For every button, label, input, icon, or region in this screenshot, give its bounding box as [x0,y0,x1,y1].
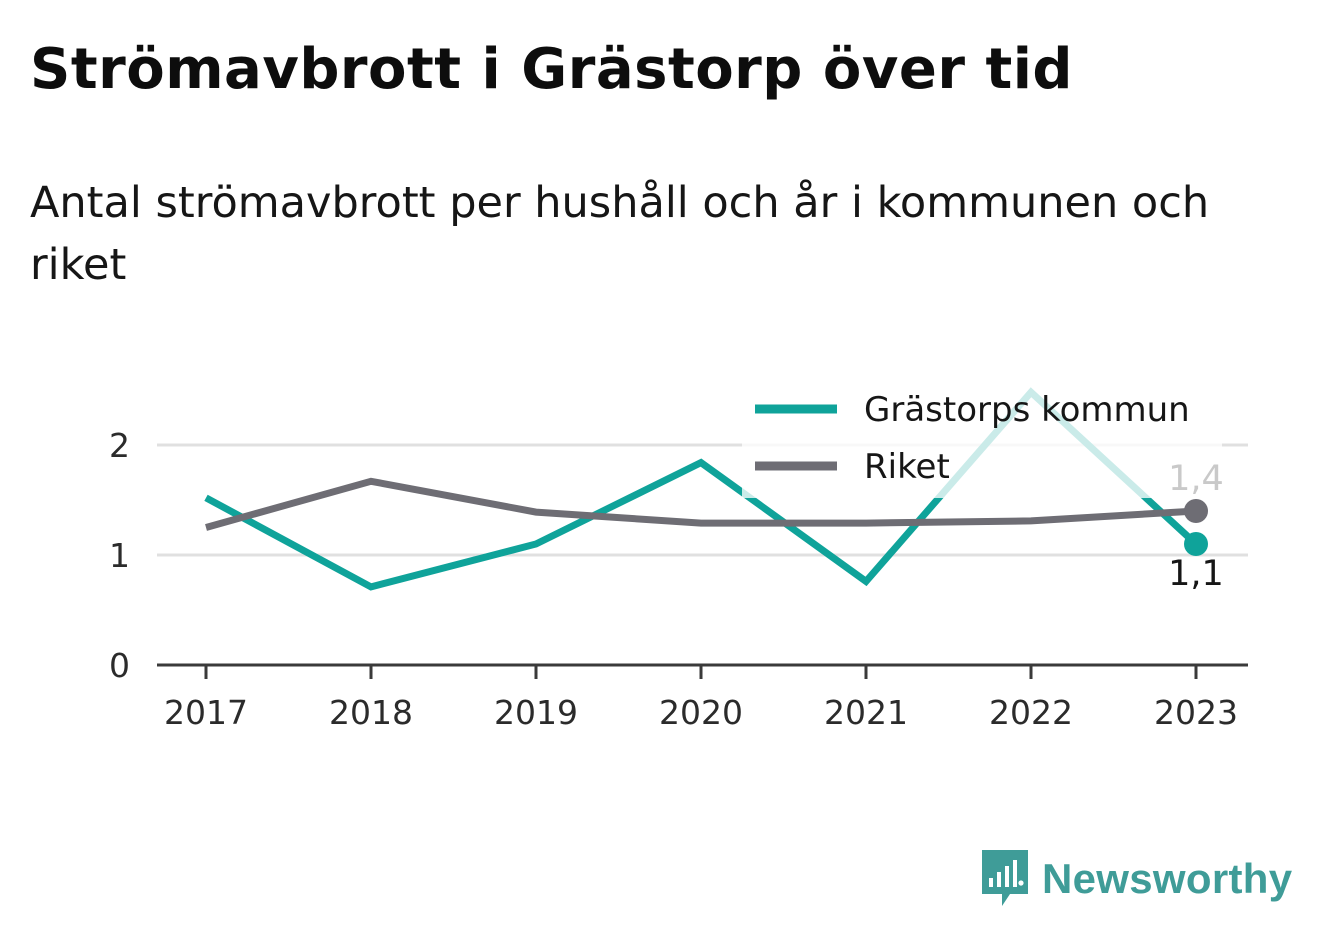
bar-chart-logo-icon [982,850,1028,906]
chart-subtitle: Antal strömavbrott per hushåll och år i … [30,178,1210,290]
x-tick-label: 2022 [989,693,1073,732]
x-tick-label: 2018 [329,693,413,732]
legend-background [742,380,1222,498]
y-tick-label: 1 [109,536,130,575]
x-tick-label: 2017 [164,693,248,732]
newsworthy-logo: Newsworthy [980,848,1292,910]
data-label-riket: 1,4 [1168,459,1224,499]
y-tick-label: 2 [109,426,130,465]
brand-name: Newsworthy [1042,855,1293,902]
series-end-point-0 [1184,532,1208,556]
x-tick-label: 2023 [1154,693,1238,732]
legend-label: Grästorps kommun [864,390,1190,430]
x-tick-label: 2019 [494,693,578,732]
y-tick-label: 0 [109,646,130,685]
series-line-1 [205,477,1197,531]
data-label-kommun: 1,1 [1168,554,1224,594]
legend-label: Riket [864,447,950,487]
x-tick-label: 2020 [659,693,743,732]
x-tick-label: 2021 [824,693,908,732]
chart-title: Strömavbrott i Grästorp över tid [30,37,1074,102]
series-end-point-1 [1184,499,1208,523]
